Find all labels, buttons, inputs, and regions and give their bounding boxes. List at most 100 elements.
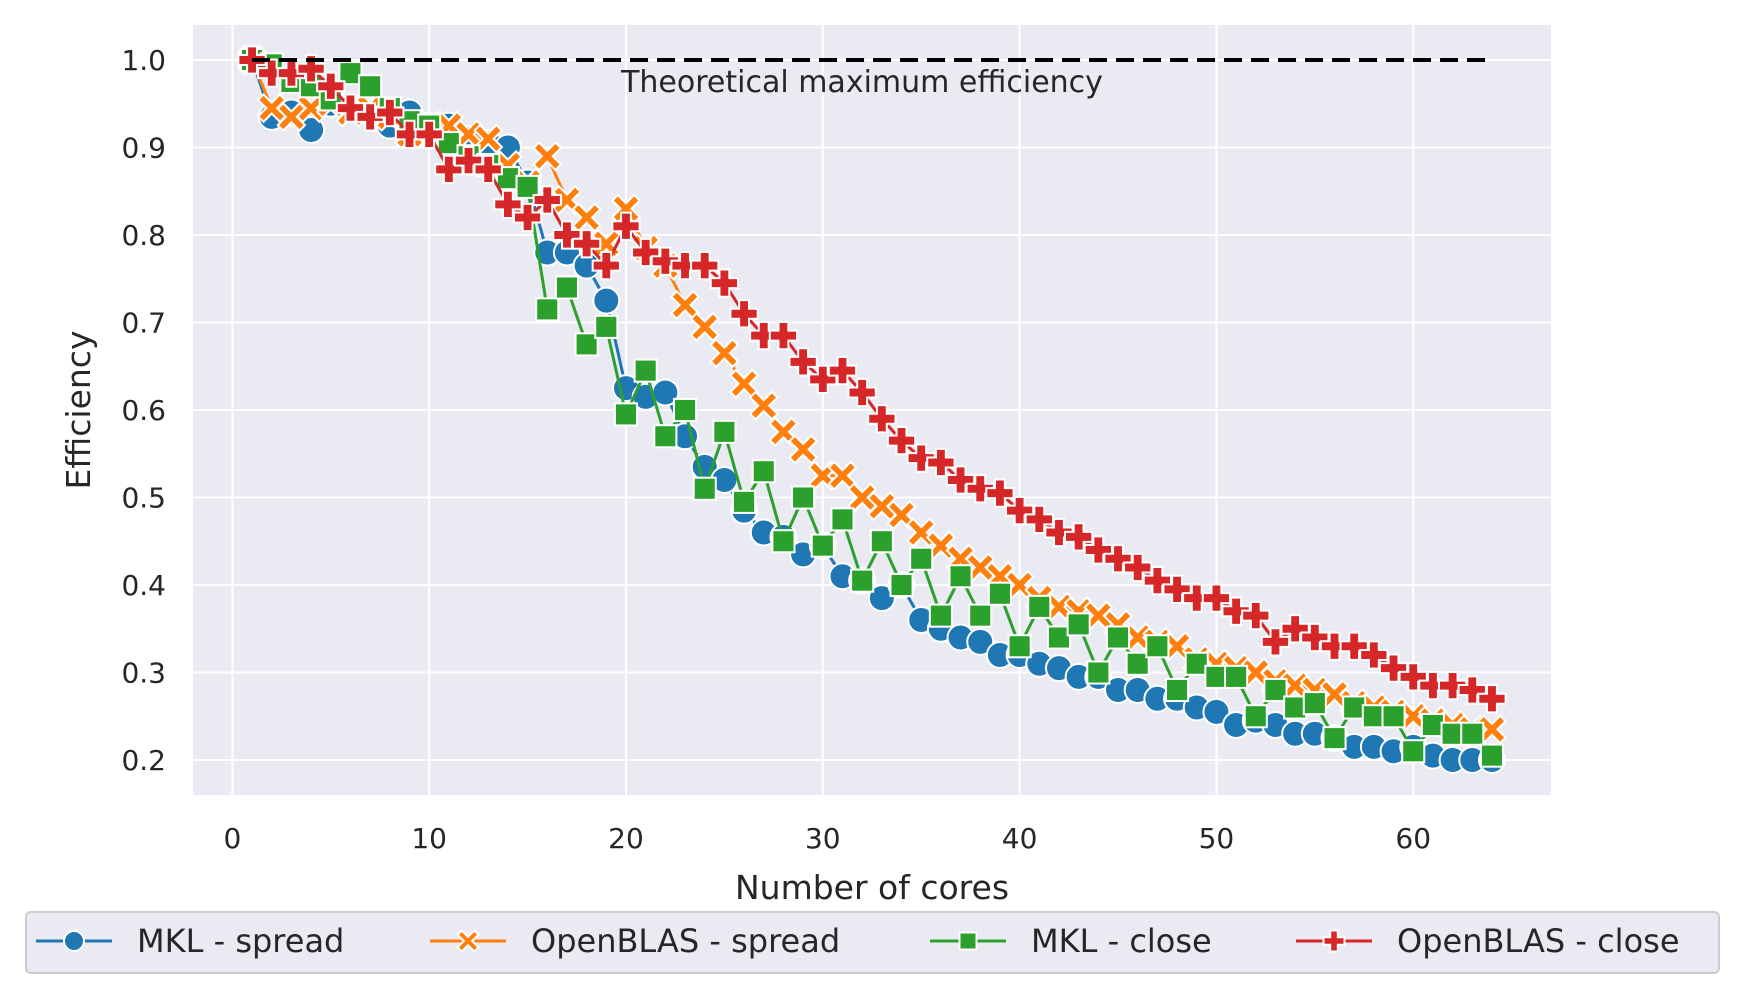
data-point [574,332,599,357]
data-point [554,275,579,300]
y-tick-label: 0.4 [121,569,166,602]
legend-item: OpenBLAS - close [1296,922,1680,960]
data-point [1260,627,1291,657]
legend-label: OpenBLAS - close [1397,922,1680,960]
legend-label: MKL - spread [137,922,344,960]
data-point [808,364,838,395]
data-point [985,478,1015,508]
data-point [1457,675,1487,705]
y-tick-labels: 0.2 0.3 0.4 0.5 0.6 0.7 0.8 0.9 1.0 [121,44,166,777]
data-point [886,425,917,456]
data-point [1103,544,1133,574]
data-point [515,174,540,199]
data-point [535,297,560,322]
data-point [945,465,976,495]
y-tick-label: 0.6 [121,394,166,427]
data-point [571,229,602,259]
data-point [670,250,700,281]
data-point [611,211,641,241]
x-tick-label: 50 [1199,822,1235,855]
data-point [771,529,796,554]
data-point [748,390,779,421]
series-group [236,44,1508,774]
x-tick-labels: 0 10 20 30 40 50 60 [223,822,1431,855]
data-point [1184,651,1209,676]
data-point [1024,504,1054,535]
data-point [788,434,819,465]
data-point [732,489,757,514]
data-point [1083,535,1113,565]
data-point [276,58,307,88]
data-point [358,74,383,99]
data-point [1339,631,1369,661]
data-point [653,424,678,449]
data-point [335,93,366,123]
data-point [948,564,973,589]
data-point [1476,714,1508,745]
data-point [1224,664,1249,689]
data-point [867,584,896,613]
data-point [928,603,953,628]
data-point [909,546,934,571]
series-openblas-close [237,45,1507,714]
data-point [1201,583,1232,613]
data-point [453,145,484,176]
data-point [473,154,503,185]
data-point [591,250,621,281]
data-point [1145,634,1170,659]
data-point [827,355,858,386]
y-tick-label: 0.9 [121,132,166,165]
data-point [768,320,799,351]
data-point [830,507,855,532]
data-point [594,314,619,339]
data-point [1162,574,1192,605]
data-point [1046,625,1072,650]
data-point [1064,522,1094,552]
data-point [1280,614,1310,644]
data-point [1300,622,1330,653]
x-tick-label: 40 [1002,822,1038,855]
legend-marker [456,929,480,953]
annotation-text: Theoretical maximum efficiency [620,65,1103,100]
data-point [338,61,363,86]
data-point [1263,677,1288,703]
y-tick-label: 0.5 [121,482,166,515]
data-point [1066,612,1091,637]
legend-marker [1322,929,1346,953]
data-point [672,397,698,423]
data-point [791,485,816,510]
data-point [1007,634,1032,659]
data-point [1123,552,1153,583]
data-point [1086,660,1111,685]
data-point [692,476,717,501]
data-point [1044,517,1074,548]
data-point [1460,721,1485,746]
data-point [257,58,287,88]
data-point [788,347,818,377]
y-tick-label: 0.8 [121,219,166,252]
data-point [1322,726,1347,751]
data-point [296,54,326,84]
x-axis-label: Number of cores [735,868,1009,907]
data-point [847,377,877,408]
data-point [316,71,346,101]
data-point [1165,677,1190,703]
data-point [926,447,956,478]
data-point [1182,583,1212,613]
data-point [1398,662,1428,692]
x-tick-label: 20 [608,822,644,855]
y-tick-label: 1.0 [121,44,166,77]
data-point [1202,697,1231,726]
legend-item: OpenBLAS - spread [430,922,840,960]
data-point [592,286,621,315]
data-point [729,299,759,329]
data-point [1418,670,1448,701]
data-point [434,154,464,185]
data-point [965,474,995,504]
data-point [968,603,993,628]
x-tick-label: 30 [805,822,841,855]
data-point [1221,596,1251,626]
data-point [867,404,897,434]
data-point [966,627,995,656]
